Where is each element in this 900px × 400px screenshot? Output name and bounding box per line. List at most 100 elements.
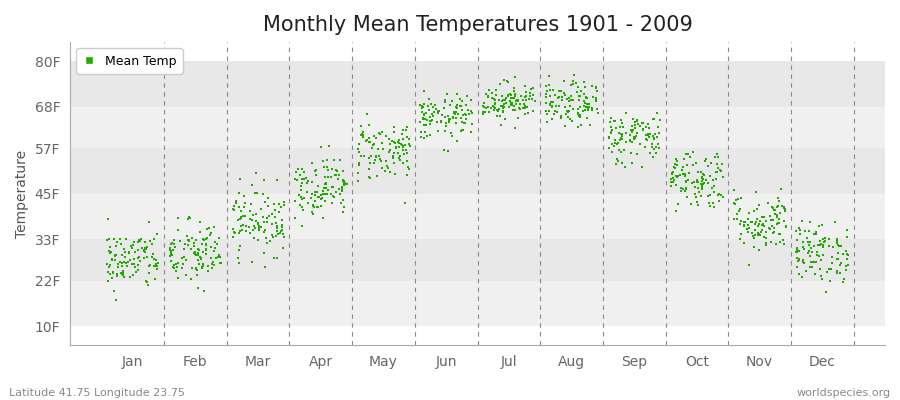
Point [171, 226, 185, 233]
Point [103, 271, 117, 278]
Point [509, 97, 524, 103]
Point [208, 238, 222, 245]
Y-axis label: Temperature: Temperature [15, 150, 29, 238]
Point [765, 223, 779, 230]
Point [396, 146, 410, 153]
Point [373, 130, 387, 137]
Point [173, 238, 187, 244]
Point [664, 176, 679, 182]
Point [441, 148, 455, 154]
Point [741, 222, 755, 228]
Point [401, 164, 416, 170]
Point [626, 159, 640, 166]
Point [127, 256, 141, 262]
Point [574, 88, 589, 94]
Point [115, 263, 130, 269]
Point [710, 165, 724, 171]
Point [479, 105, 493, 111]
Point [434, 118, 448, 124]
Point [311, 182, 326, 189]
Point [695, 174, 709, 180]
Point [150, 262, 165, 269]
Point [367, 133, 382, 139]
Point [752, 221, 766, 228]
Point [629, 133, 643, 140]
Point [311, 203, 326, 210]
Point [417, 101, 431, 108]
Point [213, 254, 228, 260]
Point [137, 248, 151, 254]
Point [813, 238, 827, 244]
Point [507, 95, 521, 101]
Point [803, 253, 817, 259]
Point [554, 112, 568, 119]
Point [128, 264, 142, 271]
Point [772, 216, 787, 222]
Point [554, 96, 569, 103]
Point [231, 229, 246, 236]
Point [734, 195, 748, 201]
Point [191, 246, 205, 252]
Point [351, 170, 365, 176]
Point [698, 177, 713, 183]
Point [704, 160, 718, 166]
Point [329, 166, 344, 173]
Point [580, 106, 595, 112]
Point [770, 213, 785, 220]
Point [431, 110, 446, 116]
Point [614, 135, 628, 141]
Point [789, 264, 804, 270]
Point [686, 148, 700, 155]
Point [176, 254, 191, 260]
Point [579, 106, 593, 113]
Point [684, 180, 698, 186]
Point [438, 128, 453, 134]
Point [518, 88, 533, 95]
Point [803, 264, 817, 270]
Point [248, 190, 262, 196]
Point [690, 178, 705, 185]
Point [636, 120, 651, 127]
Point [747, 208, 761, 215]
Point [182, 214, 196, 220]
Point [680, 179, 694, 185]
Point [615, 131, 629, 138]
Point [814, 242, 828, 248]
Point [300, 188, 314, 195]
Point [419, 117, 434, 123]
Point [789, 245, 804, 252]
Point [308, 188, 322, 195]
Point [551, 95, 565, 101]
Point [339, 180, 354, 187]
Point [127, 261, 141, 268]
Point [329, 167, 344, 174]
Point [716, 194, 730, 200]
Point [801, 239, 815, 245]
Point [695, 177, 709, 184]
Point [815, 275, 830, 282]
Point [608, 160, 623, 167]
Point [107, 253, 122, 259]
Point [670, 173, 685, 180]
Point [746, 233, 760, 240]
Point [527, 98, 542, 104]
Point [648, 131, 662, 137]
Point [417, 134, 431, 141]
Point [789, 255, 804, 261]
Point [669, 182, 683, 188]
Point [639, 124, 653, 130]
Point [369, 154, 383, 160]
Point [236, 222, 250, 228]
Point [454, 106, 469, 113]
Point [122, 250, 136, 256]
Point [624, 127, 638, 133]
Point [802, 228, 816, 234]
Point [327, 156, 341, 163]
Point [754, 229, 769, 235]
Point [423, 121, 437, 127]
Point [807, 231, 822, 238]
Point [706, 177, 720, 183]
Point [242, 224, 256, 230]
Point [416, 103, 430, 110]
Point [308, 168, 322, 174]
